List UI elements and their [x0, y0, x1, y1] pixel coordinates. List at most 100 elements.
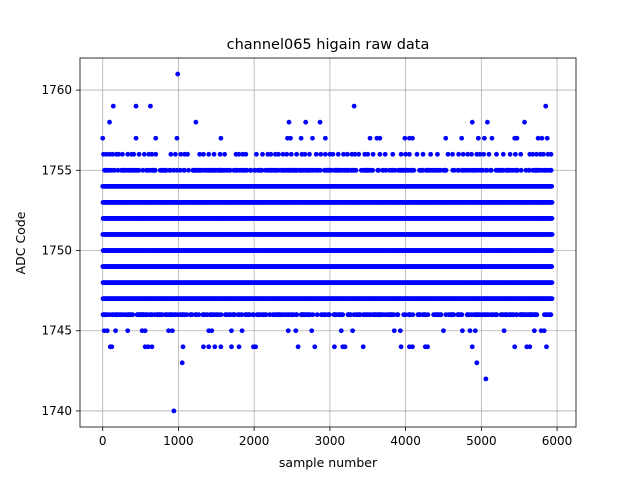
data-point: [441, 328, 446, 334]
data-point: [397, 328, 403, 334]
data-point: [288, 151, 294, 157]
data-point: [488, 167, 494, 173]
data-point: [243, 151, 249, 157]
data-point: [186, 167, 192, 173]
data-point: [390, 151, 396, 157]
data-point: [173, 151, 178, 157]
data-points: [100, 71, 555, 414]
data-point: [276, 151, 281, 157]
data-point: [206, 151, 212, 157]
data-point: [338, 328, 344, 334]
data-point: [356, 151, 362, 157]
data-point: [527, 344, 533, 350]
data-point: [549, 183, 555, 189]
data-point: [467, 328, 473, 334]
data-point: [268, 151, 274, 157]
data-point: [131, 151, 137, 157]
data-point: [549, 280, 555, 286]
data-point: [549, 199, 555, 205]
data-point: [211, 151, 217, 157]
data-point: [518, 167, 524, 173]
data-point: [222, 151, 228, 157]
data-point: [206, 344, 212, 350]
data-point: [459, 312, 465, 318]
data-point: [395, 312, 401, 318]
data-point: [370, 151, 376, 157]
data-point: [312, 344, 318, 350]
data-point: [104, 328, 110, 334]
data-point: [411, 167, 417, 173]
data-point: [217, 151, 223, 157]
data-point: [229, 328, 234, 334]
data-point: [549, 296, 555, 302]
data-point: [120, 151, 125, 157]
data-point: [218, 312, 224, 318]
data-point: [168, 151, 174, 157]
data-point: [218, 344, 224, 350]
data-point: [469, 344, 475, 350]
data-point: [209, 328, 215, 334]
data-point: [425, 312, 431, 318]
data-point: [201, 344, 206, 350]
data-point: [443, 167, 449, 173]
data-point: [196, 312, 202, 318]
data-point: [125, 328, 131, 334]
data-point: [534, 312, 540, 318]
data-point: [142, 328, 148, 334]
data-point: [109, 344, 115, 350]
data-point: [260, 151, 265, 157]
data-point: [149, 344, 155, 350]
data-point: [293, 328, 299, 334]
data-point: [294, 312, 300, 318]
data-point: [531, 328, 537, 334]
data-point: [313, 151, 319, 157]
data-point: [212, 344, 218, 350]
data-point: [136, 151, 142, 157]
data-point: [365, 151, 371, 157]
data-point: [460, 328, 465, 334]
data-point: [310, 312, 316, 318]
data-point: [342, 344, 348, 350]
data-point: [180, 344, 186, 350]
data-point: [326, 312, 332, 318]
data-point: [512, 344, 518, 350]
data-point: [370, 167, 376, 173]
data-point: [309, 328, 315, 334]
data-point: [360, 344, 366, 350]
data-point: [201, 151, 206, 157]
data-point: [391, 328, 397, 334]
data-point: [472, 328, 478, 334]
data-point: [302, 151, 308, 157]
data-point: [332, 344, 337, 350]
data-point: [548, 312, 554, 318]
data-point: [398, 151, 404, 157]
data-point: [141, 151, 147, 157]
data-point: [295, 344, 301, 350]
data-point: [236, 344, 242, 350]
grid: [80, 58, 576, 427]
data-point: [113, 328, 118, 334]
data-point: [285, 328, 291, 334]
data-point: [185, 151, 190, 157]
data-point: [377, 151, 383, 157]
data-point: [549, 216, 555, 221]
data-point: [353, 167, 359, 173]
data-point: [152, 167, 158, 173]
data-point: [544, 344, 549, 350]
data-point: [254, 151, 259, 157]
data-point: [501, 328, 507, 334]
data-point: [153, 151, 159, 157]
data-point: [169, 328, 175, 334]
data-point: [494, 312, 500, 318]
data-point: [398, 344, 404, 350]
data-point: [335, 151, 341, 157]
data-point: [130, 312, 136, 318]
data-point: [318, 151, 324, 157]
data-point: [382, 151, 388, 157]
data-point: [307, 151, 312, 157]
data-point: [294, 151, 299, 157]
data-point: [549, 248, 555, 253]
data-point: [229, 344, 234, 350]
data-point: [549, 264, 555, 269]
